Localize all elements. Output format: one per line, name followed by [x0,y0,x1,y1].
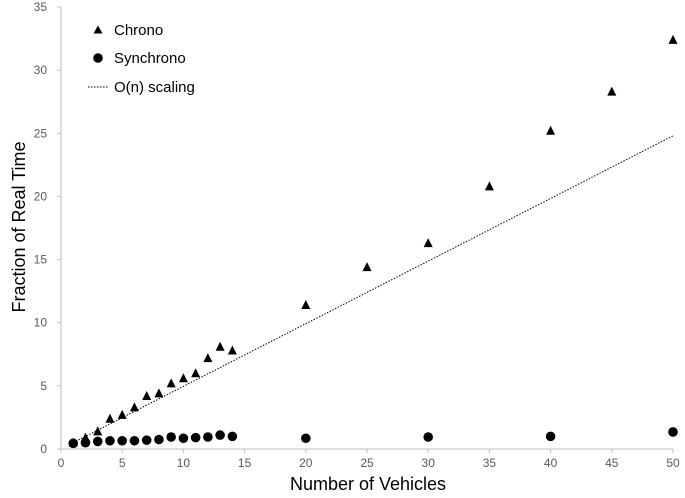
y-axis-title: Fraction of Real Time [9,141,29,312]
y-tick-label: 15 [34,253,48,267]
x-tick-label: 50 [666,456,680,470]
chrono-point [668,34,678,44]
legend-synchrono-marker [93,53,103,63]
x-tick-label: 10 [177,456,191,470]
data-series [68,34,678,449]
chrono-point [227,345,237,355]
chrono-point [154,388,164,398]
synchrono-point [215,430,225,440]
on-scaling-line [73,135,674,444]
synchrono-point [668,427,678,437]
y-tick-label: 35 [34,0,48,14]
legend-synchrono-label: Synchrono [114,50,186,67]
chrono-point [93,426,103,436]
synchrono-point [423,432,434,442]
chrono-point [546,125,556,135]
y-tick-labels: 0 5 10 15 20 25 30 35 [34,0,61,456]
synchrono-point [141,435,152,445]
axes [60,7,673,450]
legend-on-scaling-label: O(n) scaling [114,79,195,96]
x-tick-label: 30 [422,456,436,470]
x-tick-label: 5 [119,456,126,470]
chrono-point [607,86,617,96]
legend: Chrono Synchrono O(n) scaling [88,22,195,96]
x-tick-label: 40 [544,456,558,470]
synchrono-point [178,433,189,444]
chrono-point [129,402,139,412]
chrono-point [178,373,188,383]
x-tick-label: 20 [299,456,313,470]
legend-chrono-marker [93,25,103,34]
x-tick-label: 25 [360,456,374,470]
chrono-point [423,238,433,248]
chrono-point [191,368,201,378]
x-tick-label: 35 [483,456,497,470]
y-tick-label: 30 [34,63,48,77]
synchrono-point [227,431,238,442]
chrono-point [203,353,213,363]
synchrono-point [68,438,79,449]
x-tick-label: 15 [238,456,252,470]
chrono-point [105,413,115,423]
synchrono-point [166,432,176,442]
x-tick-labels: 0 5 10 15 20 25 30 35 40 45 50 [58,449,680,470]
chrono-point [166,378,176,388]
y-tick-label: 10 [34,316,48,330]
synchrono-point [92,436,103,447]
synchrono-point [154,434,164,445]
x-tick-label: 0 [58,456,65,470]
chrono-point [215,341,225,351]
chrono-point [484,181,494,191]
synchrono-point [190,432,201,443]
synchrono-point [117,435,127,446]
synchrono-point [80,437,91,448]
chrono-point [301,300,311,310]
synchrono-point [129,435,140,446]
y-tick-label: 5 [40,379,47,393]
chrono-point [142,390,152,400]
synchrono-point [105,435,115,446]
chrono-point [362,262,372,272]
x-axis-title: Number of Vehicles [290,474,446,494]
synchrono-point [203,432,213,442]
x-tick-label: 45 [605,456,619,470]
y-tick-label: 20 [34,189,48,203]
y-tick-label: 25 [34,126,48,140]
synchrono-point [545,431,556,442]
synchrono-point [301,433,311,444]
y-tick-label: 0 [40,442,47,456]
legend-chrono-label: Chrono [114,22,163,39]
